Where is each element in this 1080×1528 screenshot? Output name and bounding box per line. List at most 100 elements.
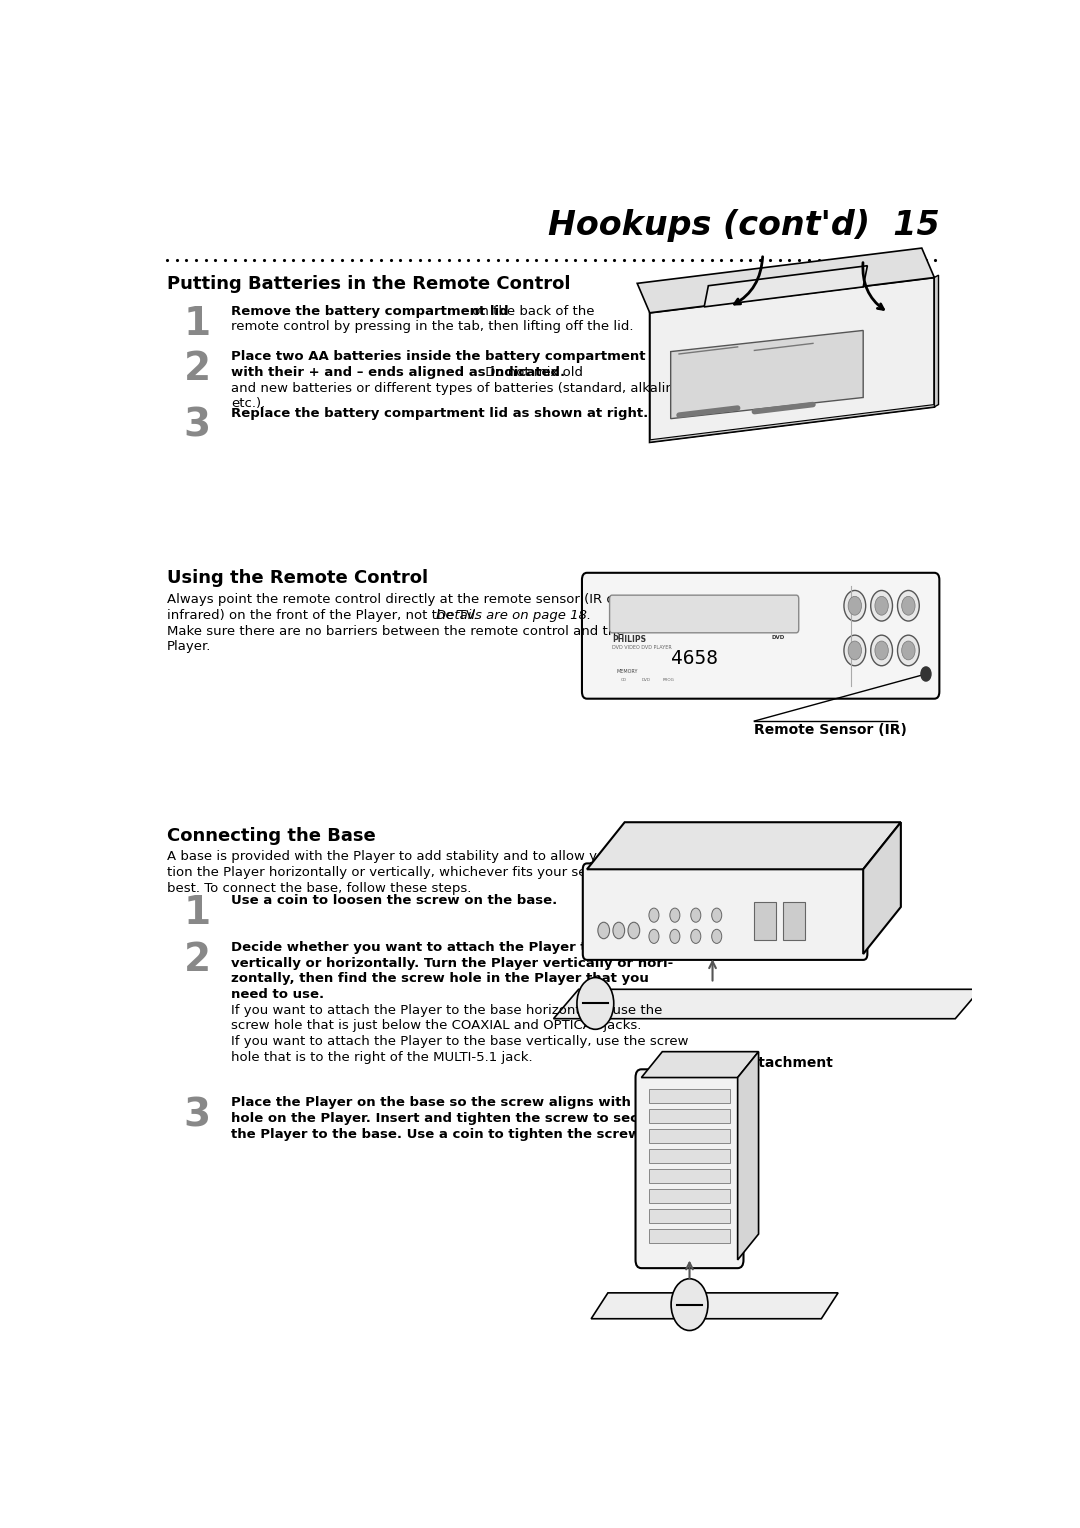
Text: CD: CD	[620, 678, 626, 681]
Text: Connecting the Base: Connecting the Base	[166, 827, 376, 845]
Text: Player.: Player.	[166, 640, 212, 654]
Circle shape	[902, 596, 915, 616]
Text: DVD: DVD	[771, 636, 784, 640]
Circle shape	[848, 642, 862, 660]
Text: 2: 2	[184, 941, 211, 979]
Polygon shape	[637, 248, 934, 313]
Text: Horizontal Attachment: Horizontal Attachment	[665, 827, 843, 840]
FancyBboxPatch shape	[635, 1070, 743, 1268]
Polygon shape	[642, 1051, 758, 1077]
Text: etc.).: etc.).	[231, 397, 266, 411]
Circle shape	[613, 923, 624, 938]
Polygon shape	[591, 1293, 838, 1319]
FancyBboxPatch shape	[649, 1129, 730, 1143]
Text: DVD: DVD	[642, 678, 650, 681]
Text: hole that is to the right of the MULTI-5.1 jack.: hole that is to the right of the MULTI-5…	[231, 1051, 532, 1063]
FancyBboxPatch shape	[583, 863, 867, 960]
Circle shape	[712, 908, 721, 923]
Text: Do not mix old: Do not mix old	[481, 367, 583, 379]
Text: vertically or horizontally. Turn the Player vertically or hori-: vertically or horizontally. Turn the Pla…	[231, 957, 674, 970]
Text: A base is provided with the Player to add stability and to allow you to posi-: A base is provided with the Player to ad…	[166, 851, 667, 863]
Text: Using the Remote Control: Using the Remote Control	[166, 570, 428, 587]
Text: 3: 3	[184, 406, 211, 445]
Circle shape	[670, 908, 680, 923]
Circle shape	[649, 929, 659, 943]
Text: on the back of the: on the back of the	[468, 304, 595, 318]
Circle shape	[670, 929, 680, 943]
Circle shape	[649, 908, 659, 923]
Circle shape	[897, 590, 919, 620]
Text: infrared) on the front of the Player, not the TV.: infrared) on the front of the Player, no…	[166, 608, 482, 622]
Polygon shape	[588, 822, 901, 869]
Circle shape	[897, 636, 919, 666]
Text: with their + and – ends aligned as indicated.: with their + and – ends aligned as indic…	[231, 367, 566, 379]
Text: Hookups (cont'd)  15: Hookups (cont'd) 15	[549, 209, 941, 243]
FancyBboxPatch shape	[582, 573, 940, 698]
FancyBboxPatch shape	[649, 1109, 730, 1123]
Text: hole on the Player. Insert and tighten the screw to secure: hole on the Player. Insert and tighten t…	[231, 1112, 663, 1125]
Circle shape	[627, 923, 639, 938]
Text: Replace the battery compartment lid as shown at right.: Replace the battery compartment lid as s…	[231, 406, 648, 420]
Text: Place the Player on the base so the screw aligns with the: Place the Player on the base so the scre…	[231, 1097, 660, 1109]
Circle shape	[843, 636, 866, 666]
Text: Vertical Attachment: Vertical Attachment	[676, 1056, 833, 1071]
Circle shape	[921, 666, 931, 681]
Circle shape	[870, 636, 892, 666]
FancyBboxPatch shape	[649, 1209, 730, 1224]
Circle shape	[598, 923, 609, 938]
Polygon shape	[934, 275, 939, 406]
Text: If you want to attach the Player to the base vertically, use the screw: If you want to attach the Player to the …	[231, 1034, 689, 1048]
Circle shape	[870, 590, 892, 620]
FancyBboxPatch shape	[754, 902, 777, 940]
Text: 1: 1	[184, 304, 211, 342]
Text: Details are on page 18.: Details are on page 18.	[436, 608, 592, 622]
Polygon shape	[650, 278, 934, 442]
Text: PROG: PROG	[662, 678, 674, 681]
Polygon shape	[554, 989, 981, 1019]
Circle shape	[843, 590, 866, 620]
Text: the Player to the base. Use a coin to tighten the screw.: the Player to the base. Use a coin to ti…	[231, 1128, 645, 1141]
Circle shape	[671, 1279, 707, 1331]
Text: If you want to attach the Player to the base horizontally, use the: If you want to attach the Player to the …	[231, 1004, 663, 1016]
Polygon shape	[671, 330, 863, 419]
FancyBboxPatch shape	[649, 1230, 730, 1244]
Text: MEMORY: MEMORY	[617, 669, 638, 674]
FancyBboxPatch shape	[649, 1149, 730, 1163]
Text: Place two AA batteries inside the battery compartment: Place two AA batteries inside the batter…	[231, 350, 646, 364]
Text: Always point the remote control directly at the remote sensor (IR or: Always point the remote control directly…	[166, 593, 620, 605]
Text: Use a coin to loosen the screw on the base.: Use a coin to loosen the screw on the ba…	[231, 894, 557, 908]
Text: zontally, then find the screw hole in the Player that you: zontally, then find the screw hole in th…	[231, 972, 649, 986]
Text: best. To connect the base, follow these steps.: best. To connect the base, follow these …	[166, 882, 471, 895]
Text: 4658: 4658	[671, 649, 718, 668]
Text: need to use.: need to use.	[231, 989, 324, 1001]
Text: 2: 2	[184, 350, 211, 388]
FancyBboxPatch shape	[649, 1189, 730, 1204]
Circle shape	[875, 596, 889, 616]
FancyBboxPatch shape	[783, 902, 806, 940]
Text: Remote Sensor (IR): Remote Sensor (IR)	[754, 723, 907, 738]
Text: Remove the battery compartment lid: Remove the battery compartment lid	[231, 304, 509, 318]
Text: DVD VIDEO DVD PLAYER: DVD VIDEO DVD PLAYER	[612, 645, 672, 649]
Text: PHILIPS: PHILIPS	[612, 636, 646, 645]
Text: 1: 1	[184, 894, 211, 932]
Circle shape	[712, 929, 721, 943]
Circle shape	[691, 929, 701, 943]
Text: tion the Player horizontally or vertically, whichever fits your setup situation: tion the Player horizontally or vertical…	[166, 866, 671, 879]
Text: 3: 3	[184, 1097, 211, 1134]
Circle shape	[848, 596, 862, 616]
Text: and new batteries or different types of batteries (standard, alkaline,: and new batteries or different types of …	[231, 382, 687, 394]
FancyBboxPatch shape	[649, 1089, 730, 1103]
Text: remote control by pressing in the tab, then lifting off the lid.: remote control by pressing in the tab, t…	[231, 321, 634, 333]
Text: Decide whether you want to attach the Player to the base: Decide whether you want to attach the Pl…	[231, 941, 665, 953]
Circle shape	[875, 642, 889, 660]
Polygon shape	[650, 405, 934, 442]
Text: Make sure there are no barriers between the remote control and the: Make sure there are no barriers between …	[166, 625, 624, 637]
FancyBboxPatch shape	[609, 594, 799, 633]
Text: Putting Batteries in the Remote Control: Putting Batteries in the Remote Control	[166, 275, 570, 293]
Circle shape	[902, 642, 915, 660]
Circle shape	[577, 978, 613, 1030]
Circle shape	[691, 908, 701, 923]
Polygon shape	[738, 1051, 758, 1261]
Polygon shape	[704, 266, 867, 307]
Polygon shape	[863, 822, 901, 953]
